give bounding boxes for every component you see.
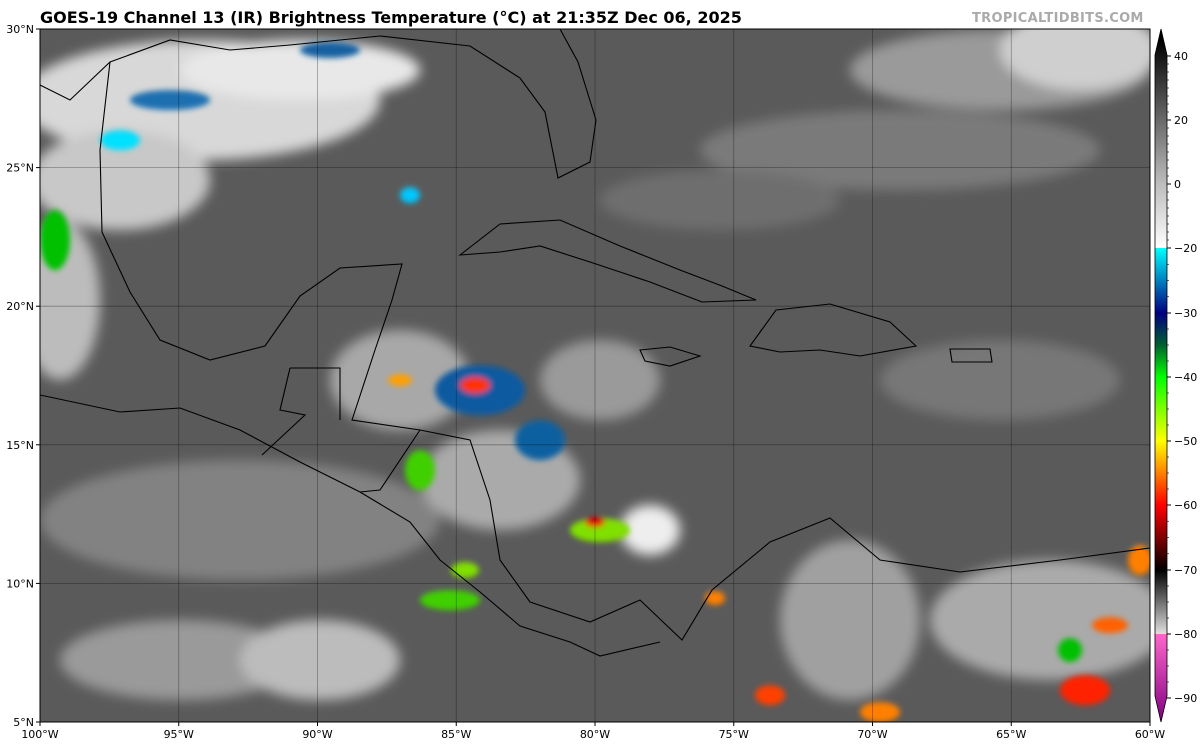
colorbar-tick-label: 20: [1174, 114, 1188, 127]
convection-cell: [100, 130, 140, 150]
lon-label: 60°W: [1135, 728, 1165, 741]
cloud-patch: [600, 170, 840, 230]
colorbar-tick-label: −90: [1174, 692, 1197, 705]
pacific-coast: [40, 394, 661, 657]
lon-label: 75°W: [719, 728, 749, 741]
lat-label: 25°N: [6, 162, 34, 175]
convection-cell: [388, 374, 412, 386]
lon-label: 80°W: [580, 728, 610, 741]
lat-label: 15°N: [6, 439, 34, 452]
colorbar-tick-label: −30: [1174, 307, 1197, 320]
colorbar-tick-label: −40: [1174, 371, 1197, 384]
cloud-patch: [700, 110, 1100, 190]
hispaniola: [749, 303, 918, 357]
convection-cell: [405, 450, 435, 490]
cloud-patch: [540, 340, 660, 420]
cloud-patch: [60, 620, 300, 700]
colorbar-ticks: 40 20 0 −20 −30 −40 −50 −60 −70 −80 −90: [1167, 50, 1197, 705]
latitude-labels: 5°N 10°N 15°N 20°N 25°N 30°N: [6, 23, 40, 729]
lon-label: 70°W: [857, 728, 887, 741]
lat-label: 10°N: [6, 577, 34, 590]
convection-cell: [400, 187, 420, 203]
cloud-patch: [880, 340, 1120, 420]
lon-label: 85°W: [441, 728, 471, 741]
watermark: TROPICALTIDBITS.COM: [972, 11, 1144, 26]
colorbar-tick-label: −50: [1174, 435, 1197, 448]
mexico-central-america-caribbean-coast: [99, 61, 1150, 641]
convection-cell: [1058, 638, 1082, 662]
convection-cell: [460, 377, 490, 393]
convection-cell: [1128, 545, 1150, 575]
puerto-rico: [949, 348, 993, 363]
colorbar-tick-label: 40: [1174, 50, 1188, 63]
jamaica: [639, 346, 702, 367]
lat-label: 5°N: [13, 716, 34, 729]
convection-cell: [130, 90, 210, 110]
lon-label: 100°W: [21, 728, 58, 741]
cloud-patch: [930, 560, 1150, 680]
cuba: [458, 219, 757, 303]
colorbar-tick-label: −70: [1174, 564, 1197, 577]
cloud-layer: [40, 29, 1150, 700]
cloud-patch: [620, 505, 680, 555]
lon-label: 65°W: [996, 728, 1026, 741]
map-title: GOES-19 Channel 13 (IR) Brightness Tempe…: [40, 8, 742, 27]
colorbar-tick-label: −80: [1174, 628, 1197, 641]
cloud-patch: [780, 540, 920, 700]
convection-cell: [585, 517, 605, 527]
colorbar-tick-label: −20: [1174, 242, 1197, 255]
cloud-patch: [180, 40, 420, 100]
gulf-coast: [40, 29, 597, 179]
lat-label: 30°N: [6, 23, 34, 36]
convection-layer: [40, 42, 1150, 722]
convection-cell: [420, 590, 480, 610]
convection-cell: [1092, 617, 1128, 633]
lon-label: 95°W: [164, 728, 194, 741]
cloud-patch: [40, 460, 440, 580]
convection-cell: [1060, 675, 1110, 705]
colorbar-tick-label: −60: [1174, 499, 1197, 512]
convection-cell: [570, 518, 630, 542]
coastlines: [40, 29, 1150, 657]
convection-cell: [451, 562, 479, 578]
colorbar-tick-label: 0: [1174, 178, 1181, 191]
convection-cell: [755, 685, 785, 705]
cloud-patch: [40, 130, 210, 230]
convection-cell: [300, 42, 360, 58]
cloud-patch: [240, 620, 400, 700]
colorbar-bar: [1154, 28, 1168, 723]
convection-cell: [705, 591, 725, 605]
gridlines: [40, 29, 1150, 722]
yucatan-borders: [261, 367, 421, 493]
convection-cell: [860, 702, 900, 722]
lat-label: 20°N: [6, 300, 34, 313]
convection-cell: [515, 420, 565, 460]
lon-label: 90°W: [302, 728, 332, 741]
colorbar: 40 20 0 −20 −30 −40 −50 −60 −70 −80 −90: [1154, 28, 1197, 723]
convection-cell: [40, 210, 70, 270]
map-area: [40, 29, 1150, 722]
cloud-patch: [1000, 29, 1150, 90]
longitude-labels: 100°W 95°W 90°W 85°W 80°W 75°W 70°W 65°W 60°W: [21, 722, 1165, 741]
